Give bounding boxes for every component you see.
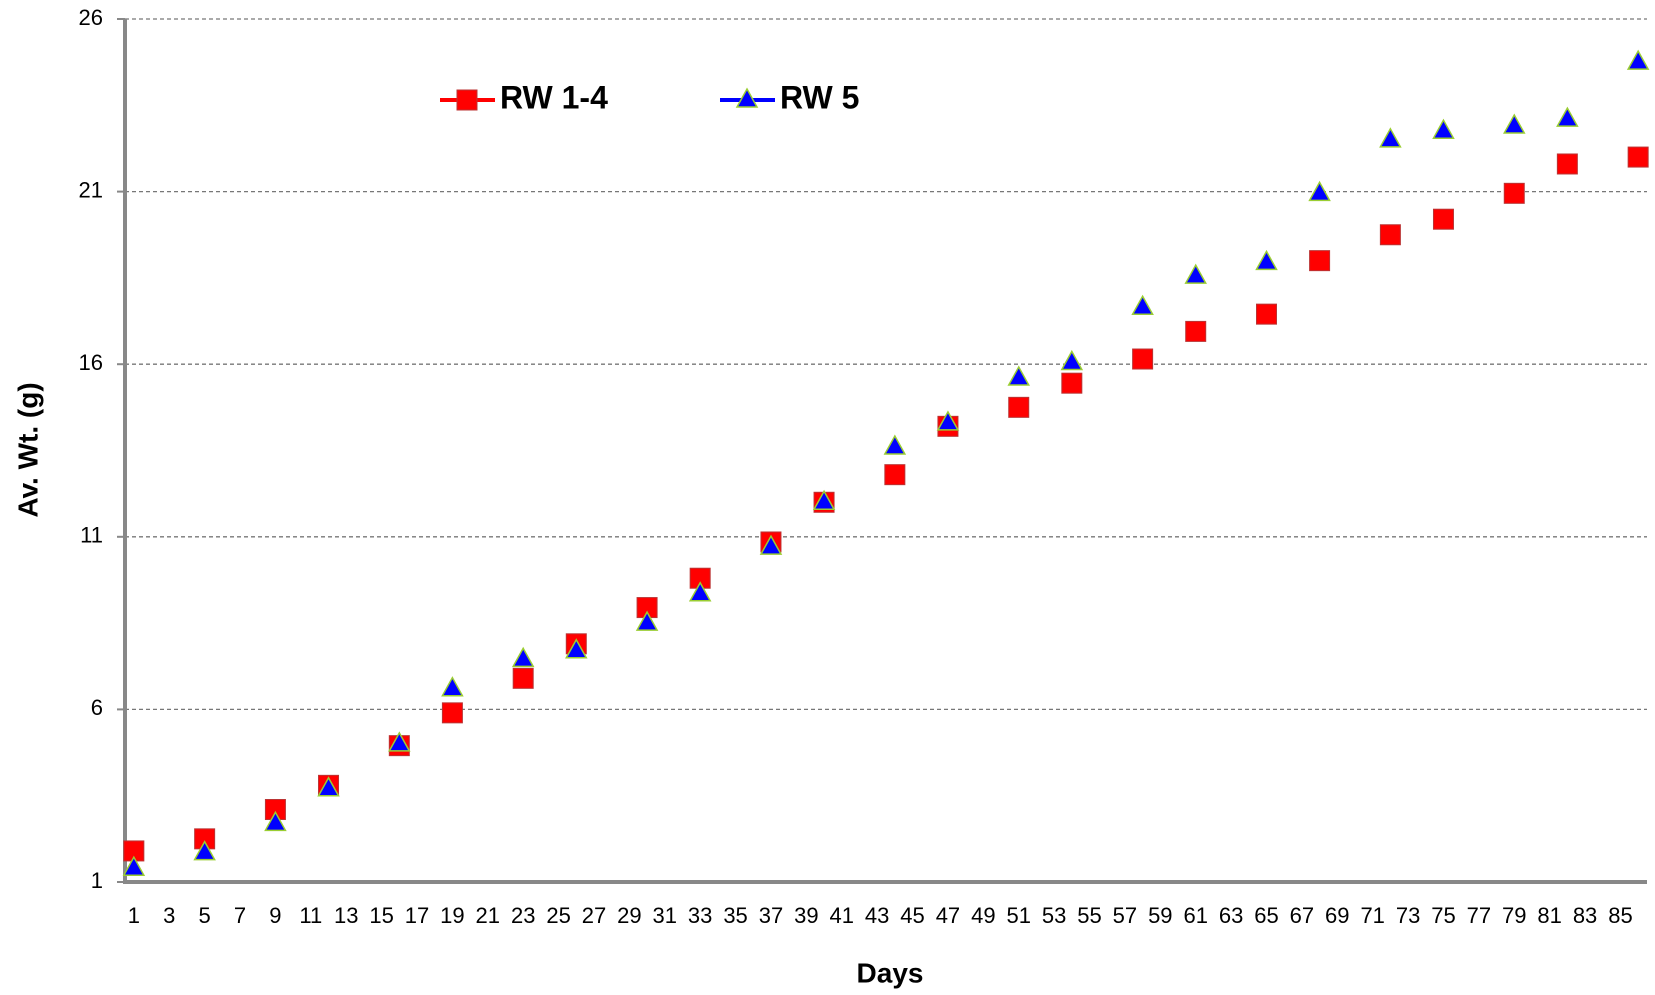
- legend-marker: [456, 89, 478, 111]
- y-tick-label: 6: [91, 695, 103, 720]
- x-tick-label: 49: [971, 903, 995, 928]
- x-tick-label: 15: [369, 903, 393, 928]
- x-tick-label: 17: [405, 903, 429, 928]
- data-point: [1185, 320, 1207, 342]
- data-point: [512, 667, 534, 689]
- x-tick-label: 3: [163, 903, 175, 928]
- data-point: [1432, 118, 1455, 139]
- x-tick-label: 85: [1608, 903, 1632, 928]
- x-tick-label: 29: [617, 903, 641, 928]
- data-point: [317, 776, 340, 797]
- data-point: [122, 855, 146, 876]
- data-point: [812, 489, 836, 511]
- x-tick-label: 33: [688, 903, 712, 928]
- x-tick-label: 37: [759, 903, 783, 928]
- x-tick-label: 53: [1042, 903, 1066, 928]
- legend-label: RW 1-4: [500, 79, 608, 115]
- data-point: [1308, 180, 1331, 202]
- data-point: [1131, 294, 1154, 315]
- data-point: [1309, 250, 1331, 272]
- x-tick-label: 11: [299, 903, 322, 928]
- x-tick-label: 83: [1573, 903, 1597, 928]
- x-tick-label: 1: [128, 903, 140, 928]
- data-point: [936, 410, 960, 431]
- data-point: [1379, 127, 1402, 148]
- legend-marker: [735, 87, 759, 108]
- x-tick-label: 5: [199, 903, 211, 928]
- x-tick-label: 19: [440, 903, 464, 928]
- x-tick-label: 57: [1113, 903, 1137, 928]
- data-point: [441, 676, 464, 697]
- data-point: [1627, 146, 1649, 168]
- data-point: [1556, 106, 1579, 127]
- x-tick-label: 61: [1183, 903, 1207, 928]
- y-tick-label: 16: [79, 350, 103, 375]
- data-point: [635, 610, 659, 631]
- x-tick-label: 23: [511, 903, 535, 928]
- data-point: [688, 581, 712, 602]
- data-point: [388, 731, 411, 752]
- x-tick-label: 69: [1325, 903, 1349, 928]
- y-axis-title: Av. Wt. (g): [12, 382, 43, 517]
- x-tick-label: 47: [936, 903, 960, 928]
- x-tick-label: 31: [653, 903, 677, 928]
- x-tick-label: 77: [1467, 903, 1491, 928]
- data-point: [883, 434, 907, 455]
- data-point: [264, 810, 287, 832]
- data-point: [759, 534, 783, 555]
- data-point: [1503, 182, 1525, 204]
- data-point: [1132, 348, 1154, 370]
- x-tick-label: 67: [1290, 903, 1314, 928]
- x-tick-label: 65: [1254, 903, 1278, 928]
- x-tick-label: 73: [1396, 903, 1420, 928]
- y-tick-label: 1: [91, 868, 103, 893]
- x-tick-label: 71: [1360, 903, 1384, 928]
- x-tick-label: 59: [1148, 903, 1172, 928]
- x-tick-label: 39: [794, 903, 818, 928]
- x-tick-label: 13: [334, 903, 358, 928]
- data-point: [441, 702, 463, 724]
- x-tick-label: 41: [830, 903, 854, 928]
- data-point: [1556, 153, 1578, 175]
- legend-label: RW 5: [780, 79, 859, 115]
- x-tick-label: 51: [1006, 903, 1030, 928]
- data-point: [1256, 303, 1277, 325]
- data-point: [884, 464, 906, 486]
- x-tick-label: 7: [234, 903, 246, 928]
- data-point: [511, 646, 535, 668]
- x-tick-label: 43: [865, 903, 889, 928]
- x-tick-label: 81: [1537, 903, 1561, 928]
- data-point: [1184, 263, 1207, 284]
- data-point: [1007, 365, 1031, 386]
- x-tick-label: 55: [1077, 903, 1101, 928]
- y-tick-label: 11: [80, 523, 103, 548]
- x-axis-title: Days: [857, 957, 924, 988]
- x-tick-label: 21: [476, 903, 500, 928]
- data-point: [1432, 208, 1454, 230]
- data-point: [1502, 113, 1526, 134]
- y-tick-label: 21: [79, 177, 103, 202]
- x-tick-label: 45: [900, 903, 924, 928]
- x-tick-label: 79: [1502, 903, 1526, 928]
- data-point: [1061, 372, 1083, 394]
- x-tick-label: 27: [582, 903, 606, 928]
- x-tick-label: 9: [269, 903, 281, 928]
- x-tick-label: 35: [723, 903, 747, 928]
- y-tick-label: 26: [79, 5, 103, 30]
- data-point: [1008, 396, 1030, 418]
- x-tick-label: 63: [1219, 903, 1243, 928]
- data-point: [565, 638, 588, 659]
- data-point: [193, 840, 216, 861]
- x-tick-label: 25: [546, 903, 570, 928]
- data-point: [1255, 249, 1278, 271]
- data-point: [1379, 224, 1401, 246]
- data-point: [1626, 49, 1650, 70]
- x-tick-label: 75: [1431, 903, 1455, 928]
- data-point: [1060, 349, 1084, 371]
